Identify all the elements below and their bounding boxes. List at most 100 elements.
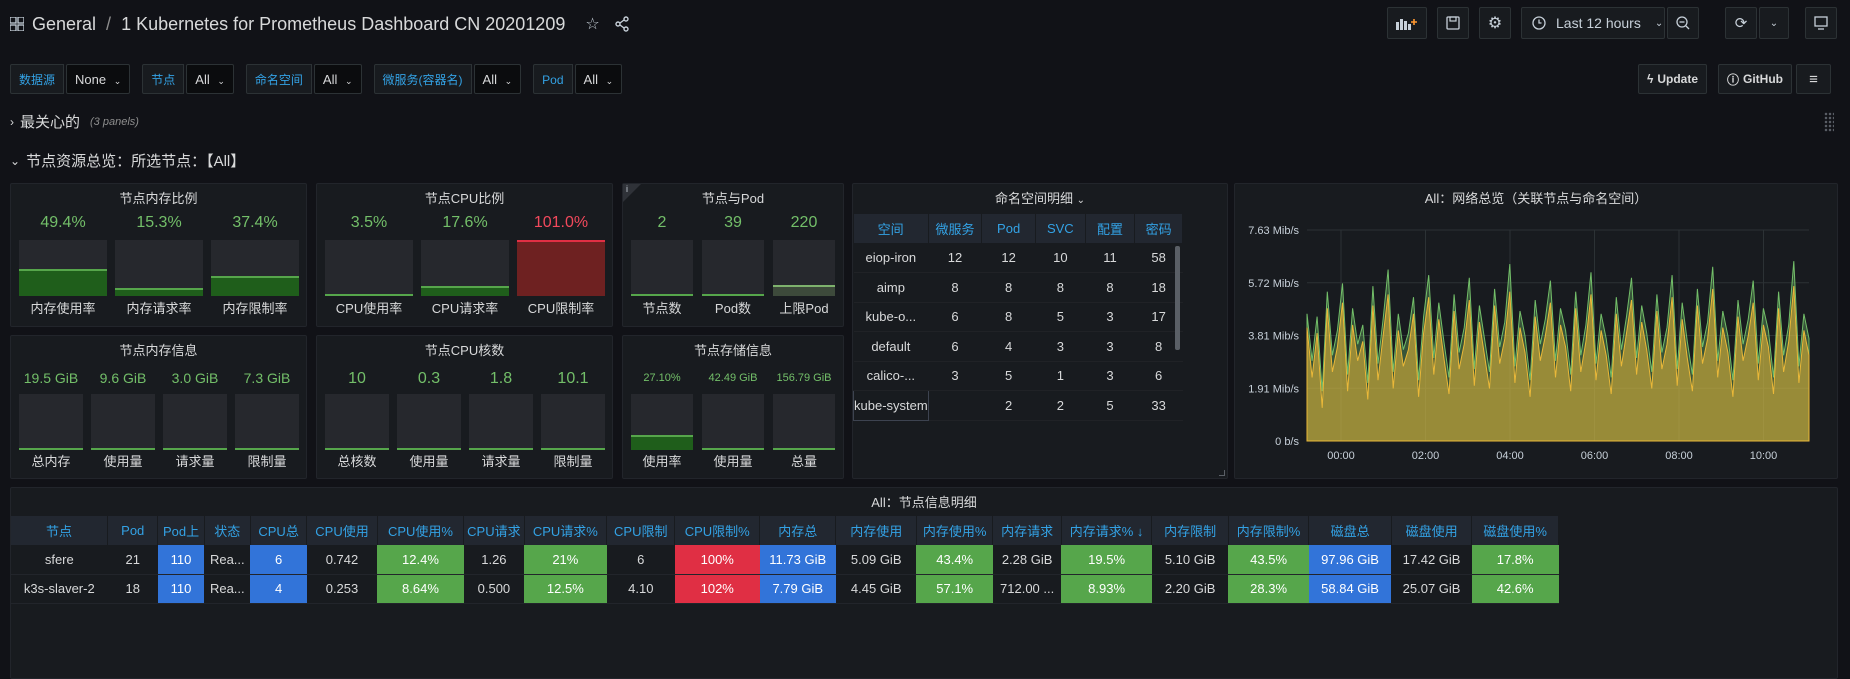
table-cell: 43.4% <box>916 545 993 575</box>
column-header[interactable]: 内存总 <box>759 516 837 545</box>
table-cell: 4.45 GiB <box>835 574 917 604</box>
panel-title: 节点存储信息 <box>693 343 772 358</box>
column-header[interactable]: CPU限制% <box>674 516 760 545</box>
table-row[interactable]: calico-... 3 5 1 3 6 <box>853 361 1183 391</box>
github-link[interactable]: ⓘ GitHub <box>1718 64 1793 94</box>
table-cell: 2.20 GiB <box>1151 574 1229 604</box>
gauge-fill <box>163 448 227 450</box>
chevron-down-icon: ⌄ <box>217 76 225 86</box>
column-header[interactable]: CPU使用 <box>306 516 378 545</box>
variable-select-pod[interactable]: All ⌄ <box>574 64 623 94</box>
column-header[interactable]: CPU总 <box>250 516 308 545</box>
table-cell: 12 <box>981 243 1036 273</box>
table-cell: 7.79 GiB <box>759 574 836 604</box>
share-icon[interactable] <box>614 16 630 32</box>
table-cell: default <box>853 331 929 362</box>
column-header[interactable]: CPU请求% <box>524 516 608 545</box>
resize-handle[interactable] <box>1219 470 1225 476</box>
panel-title[interactable]: 命名空间明细 ⌄ <box>853 188 1227 207</box>
add-panel-button[interactable] <box>1387 7 1427 39</box>
table-cell: 42.6% <box>1471 574 1559 604</box>
table-row[interactable]: eiop-iron 12 12 10 11 58 <box>853 243 1183 273</box>
save-dashboard-button[interactable] <box>1437 7 1469 39</box>
refresh-button[interactable]: ⟳ <box>1725 7 1757 39</box>
table-row[interactable]: kube-system 2 2 5 33 <box>853 390 1183 421</box>
stat-label: 使用率 <box>642 454 682 469</box>
column-header[interactable]: 密码 <box>1134 214 1183 243</box>
table-row[interactable]: sfere 21 110 Rea... 6 0.742 12.4% 1.26 21% 6 100% 1… <box>11 545 1559 575</box>
gauge-fill <box>421 286 509 296</box>
settings-button[interactable]: ⚙ <box>1479 7 1511 39</box>
variable-select-service[interactable]: All ⌄ <box>473 64 522 94</box>
chevron-down-icon: ⌄ <box>605 76 614 86</box>
column-header[interactable]: 内存使用% <box>916 516 994 545</box>
table-cell: 33 <box>1134 390 1183 421</box>
table-cell: 3 <box>1085 331 1135 362</box>
folder-link[interactable]: General <box>32 13 97 34</box>
table-row[interactable]: k3s-slaver-2 18 110 Rea... 4 0.253 8.64% 0.500 1… <box>11 574 1559 604</box>
variable-label-node: 节点 <box>142 64 185 94</box>
table-cell: 3 <box>1035 331 1086 362</box>
menu-button[interactable]: ≡ <box>1796 64 1831 94</box>
panel-title: 节点内存信息 <box>119 343 198 358</box>
column-header[interactable]: 磁盘使用% <box>1471 516 1559 545</box>
table-cell: 58 <box>1134 243 1183 273</box>
row-header-expanded[interactable]: ⌄ 节点资源总览：所选节点：【All】 <box>10 150 245 171</box>
table-cell: 4.10 <box>606 574 675 604</box>
column-header[interactable]: SVC <box>1035 214 1086 243</box>
column-header[interactable]: 磁盘总 <box>1308 516 1392 545</box>
table-cell: 6 <box>1134 361 1183 391</box>
column-header[interactable]: 内存请求% ↓ <box>1061 516 1153 545</box>
column-header[interactable]: 微服务 <box>928 214 983 243</box>
dashboard-title[interactable]: 1 Kubernetes for Prometheus Dashboard CN… <box>121 13 566 34</box>
stat-gauge <box>773 240 835 296</box>
time-picker[interactable]: Last 12 hours ⌄ <box>1521 7 1665 39</box>
column-header[interactable]: 内存请求 <box>992 516 1062 545</box>
variable-select-datasource[interactable]: None ⌄ <box>66 64 131 94</box>
tv-mode-button[interactable] <box>1805 7 1837 39</box>
network-chart[interactable]: 0 b/s 1.91 Mib/s 3.81 Mib/s 5.72 Mib/s 7.63 … <box>1235 184 1839 480</box>
stat-gauge <box>631 394 693 450</box>
column-header[interactable]: Pod上 <box>157 516 205 545</box>
column-header[interactable]: Pod <box>107 516 159 545</box>
column-header[interactable]: 节点 <box>11 516 109 545</box>
column-header[interactable]: CPU请求 <box>463 516 525 545</box>
variable-select-namespace[interactable]: All ⌄ <box>313 64 362 94</box>
star-icon[interactable]: ☆ <box>585 16 600 33</box>
column-header[interactable]: 磁盘使用 <box>1391 516 1473 545</box>
column-header[interactable]: CPU使用% <box>377 516 465 545</box>
stat-value: 101.0% <box>533 214 589 231</box>
table-row[interactable]: default 6 4 3 3 8 <box>853 331 1183 362</box>
info-corner-icon[interactable] <box>623 184 641 202</box>
row-drag-handle[interactable] <box>1824 112 1834 132</box>
top-navbar: General / 1 Kubernetes for Prometheus Da… <box>0 0 1850 48</box>
stat-gauge <box>517 240 605 296</box>
stat-label: 使用量 <box>713 454 753 469</box>
update-link[interactable]: ϟ Update <box>1638 64 1708 94</box>
stat-gauge <box>631 240 693 296</box>
row-title: 最关心的 <box>20 114 81 131</box>
row-title: 节点资源总览：所选节点：【All】 <box>26 153 246 170</box>
table-cell: Rea... <box>204 545 251 575</box>
table-cell: 25.07 GiB <box>1391 574 1472 604</box>
column-header[interactable]: CPU限制 <box>606 516 676 545</box>
column-header[interactable]: 内存使用 <box>835 516 917 545</box>
table-row[interactable]: aimp 8 8 8 8 18 <box>853 272 1183 303</box>
column-header[interactable]: 内存限制 <box>1151 516 1229 545</box>
stat-value: 220 <box>790 214 818 231</box>
column-header[interactable]: Pod <box>981 214 1036 243</box>
column-header[interactable]: 配置 <box>1085 214 1136 243</box>
row-header-collapsed[interactable]: › 最关心的 (3 panels) <box>10 111 139 132</box>
table-cell: 11 <box>1085 243 1135 273</box>
variable-value: None <box>75 72 107 87</box>
column-header[interactable]: 状态 <box>204 516 251 545</box>
refresh-interval-dropdown[interactable]: ⌄ <box>1759 7 1789 39</box>
column-header[interactable]: 内存限制% <box>1228 516 1310 545</box>
gauge-fill <box>115 288 203 296</box>
table-row[interactable]: kube-o... 6 8 5 3 17 <box>853 302 1183 332</box>
table-scrollbar[interactable] <box>1175 246 1180 350</box>
variable-select-node[interactable]: All ⌄ <box>186 64 234 94</box>
stat-gauge <box>211 240 299 296</box>
zoom-out-button[interactable] <box>1667 7 1699 39</box>
column-header[interactable]: 空间 <box>853 214 929 243</box>
